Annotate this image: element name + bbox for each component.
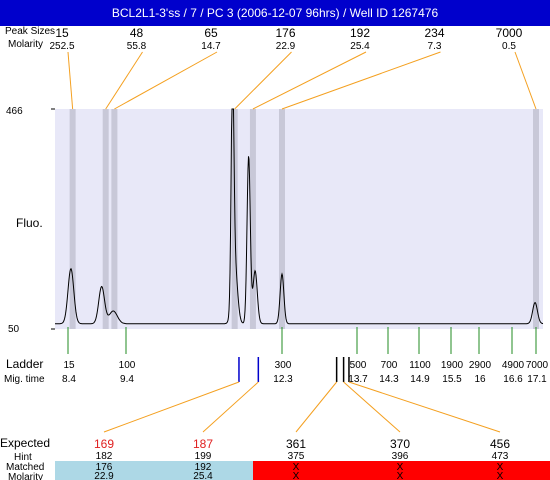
- ladder-size-label: 1100: [409, 360, 431, 371]
- molarity-value: X: [397, 471, 404, 480]
- peak-molarity-label: 25.4: [350, 41, 370, 52]
- peak-callout-line: [514, 51, 537, 110]
- ladder-time-label: 9.4: [120, 374, 134, 385]
- peak-size-label: 176: [275, 26, 295, 40]
- ladder-size-label: 4900: [502, 360, 525, 371]
- matched-value: 176: [96, 462, 113, 473]
- peak-size-label: 192: [350, 26, 370, 40]
- hint-value: 375: [288, 451, 305, 462]
- expected-callout-line: [343, 381, 401, 433]
- peak-molarity-label: 55.8: [127, 41, 147, 52]
- peak-molarity-label: 0.5: [502, 41, 516, 52]
- ladder-size-label: 100: [119, 360, 136, 371]
- peak-band: [533, 109, 539, 329]
- ladder-time-label: 8.4: [62, 374, 76, 385]
- plot-area: [55, 109, 543, 329]
- ladder-size-label: 1900: [441, 360, 464, 371]
- peak-callout-line: [105, 51, 143, 110]
- mig-time-label: Mig. time: [4, 374, 45, 385]
- peak-band: [102, 109, 109, 329]
- matched-value: X: [397, 462, 404, 473]
- expected-callout-line: [295, 381, 338, 433]
- ladder-time-label: 16.6: [503, 374, 523, 385]
- expected-size-value: 361: [286, 437, 306, 451]
- ladder-label: Ladder: [6, 357, 43, 371]
- hint-value: 396: [392, 451, 409, 462]
- expected-size-value: 169: [94, 437, 114, 451]
- ladder-size-label: 300: [275, 360, 292, 371]
- ladder-size-label: 15: [63, 360, 75, 371]
- peak-callout-line: [281, 51, 441, 110]
- peak-size-label: 48: [130, 26, 144, 40]
- y-tick-top: 466: [6, 106, 23, 117]
- hint-value: 473: [492, 451, 509, 462]
- peak-molarity-label: 7.3: [428, 41, 442, 52]
- unmatched-band: [253, 461, 550, 480]
- hint-value: 199: [195, 451, 212, 462]
- ladder-time-label: 13.7: [348, 374, 368, 385]
- expected-size-value: 370: [390, 437, 410, 451]
- peak-band: [69, 109, 76, 329]
- peak-callout-line: [252, 51, 367, 110]
- y-tick-bottom: 50: [8, 324, 20, 335]
- peak-callout-line: [67, 51, 74, 110]
- chart-title: BCL2L1-3'ss / 7 / PC 3 (2006-12-07 96hrs…: [0, 0, 550, 26]
- ladder-time-label: 17.1: [527, 374, 547, 385]
- matched-value: X: [497, 462, 504, 473]
- ladder-size-label: 500: [350, 360, 367, 371]
- peak-size-label: 7000: [496, 26, 523, 40]
- peak-band: [249, 109, 256, 329]
- ladder-size-label: 2900: [469, 360, 492, 371]
- molarity-value: 22.9: [94, 471, 114, 480]
- fluorescence-trace: [55, 108, 544, 325]
- peak-size-label: 65: [204, 26, 218, 40]
- ladder-time-label: 14.3: [379, 374, 399, 385]
- peak-callout-line: [114, 51, 218, 110]
- molarity-label: Molarity: [8, 39, 43, 50]
- expected-callout-line: [103, 381, 240, 433]
- matched-label: Matched: [6, 462, 44, 473]
- hint-value: 182: [96, 451, 113, 462]
- hint-label: Hint: [14, 452, 32, 463]
- ladder-time-label: 15.5: [442, 374, 462, 385]
- expected-size-value: 456: [490, 437, 510, 451]
- matched-value: 192: [195, 462, 212, 473]
- peak-size-label: 15: [55, 26, 69, 40]
- matched-value: X: [293, 462, 300, 473]
- peak-band: [111, 109, 118, 329]
- fluo-axis-label: Fluo.: [16, 216, 43, 230]
- peak-band: [279, 109, 285, 329]
- ladder-time-label: 12.3: [273, 374, 293, 385]
- molarity-bottom-label: Molarity: [8, 472, 43, 480]
- ladder-size-label: 7000: [526, 360, 549, 371]
- peak-molarity-label: 22.9: [276, 41, 296, 52]
- expected-callout-line: [348, 381, 501, 433]
- molarity-value: X: [497, 471, 504, 480]
- ladder-time-label: 16: [474, 374, 486, 385]
- ladder-size-label: 700: [381, 360, 398, 371]
- expected-label: Expected: [0, 436, 50, 450]
- ladder-time-label: 14.9: [410, 374, 430, 385]
- peak-size-label: 234: [424, 26, 444, 40]
- peak-callout-line: [234, 51, 292, 110]
- peak-sizes-label: Peak Sizes: [5, 26, 55, 37]
- peak-molarity-label: 252.5: [49, 41, 74, 52]
- expected-callout-line: [202, 381, 259, 433]
- expected-size-value: 187: [193, 437, 213, 451]
- molarity-value: X: [293, 471, 300, 480]
- matched-band: [55, 461, 253, 480]
- peak-molarity-label: 14.7: [201, 41, 221, 52]
- molarity-value: 25.4: [193, 471, 213, 480]
